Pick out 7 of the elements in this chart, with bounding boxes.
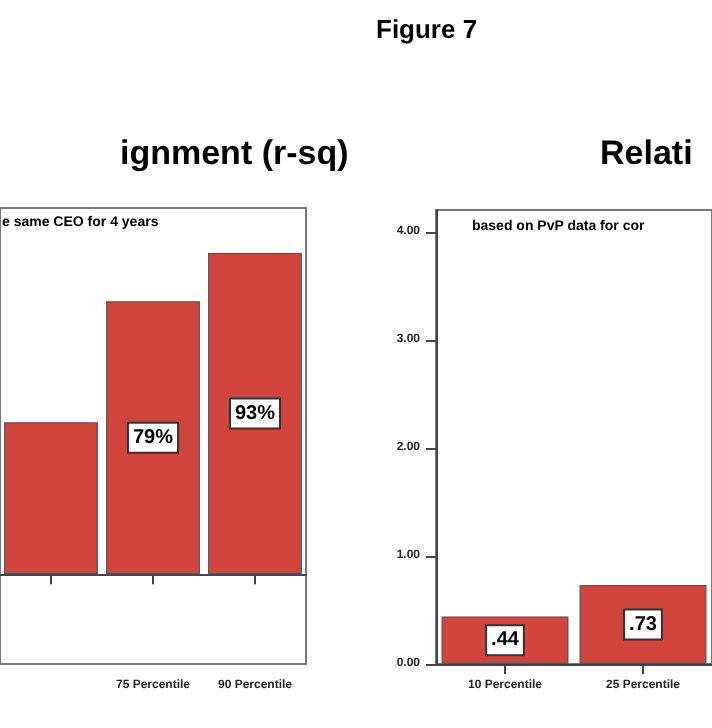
data-label: 79% (132, 426, 174, 449)
data-label: .73 (629, 613, 658, 636)
chart-title: ignment (r-sq) (120, 134, 349, 172)
data-label: .44 (491, 629, 520, 652)
chart-title: Relati (600, 134, 693, 172)
caption: Figure 7 (376, 14, 478, 44)
data-label: 93% (234, 402, 276, 425)
